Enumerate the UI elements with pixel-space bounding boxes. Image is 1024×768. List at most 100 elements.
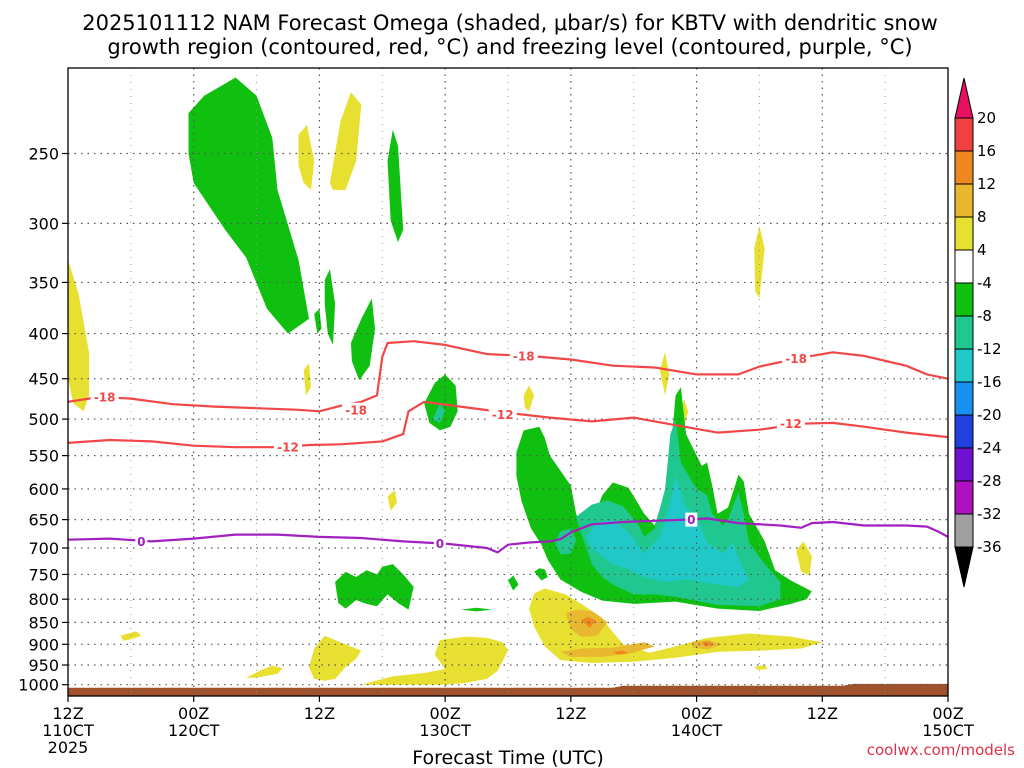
omega-region-11 <box>523 385 535 412</box>
omega-region-24 <box>586 476 749 587</box>
y-tick-label-900: 900 <box>28 635 59 654</box>
contour-label-8: 0 <box>436 537 444 551</box>
x-tick-label-6-0: 12Z <box>807 704 838 723</box>
contour-label-2: -18 <box>513 349 535 363</box>
colorbar-label-5: -4 <box>977 274 992 292</box>
omega-region-35 <box>701 641 713 647</box>
colorbar-segment-5 <box>954 282 974 317</box>
omega-region-9 <box>424 374 458 431</box>
x-tick-label-3-1: 130CT <box>419 721 471 740</box>
terrain-fill <box>68 683 948 696</box>
y-tick-label-650: 650 <box>28 511 59 530</box>
omega-region-10 <box>432 403 446 423</box>
x-tick-label-4-0: 12Z <box>555 704 586 723</box>
colorbar-bottom-triangle <box>954 546 974 588</box>
contour-label-bg-2 <box>509 348 538 363</box>
contour-label-bg-3 <box>782 351 811 366</box>
omega-region-22 <box>555 528 577 555</box>
x-tick-label-7-0: 00Z <box>932 704 963 723</box>
contour-label-6: -12 <box>780 417 802 431</box>
omega-region-6 <box>350 298 375 381</box>
colorbar-label-9: -20 <box>977 406 1002 424</box>
plot-border <box>67 67 949 697</box>
x-tick-label-0-1: 110CT <box>42 721 94 740</box>
terrain-region <box>68 683 948 696</box>
colorbar-segment-0 <box>954 117 974 152</box>
colorbar-label-12: -32 <box>977 505 1002 523</box>
colorbar-label-8: -16 <box>977 373 1002 391</box>
colorbar-label-6: -8 <box>977 307 992 325</box>
colorbar-label-1: 16 <box>977 142 996 160</box>
omega-region-15 <box>754 225 765 299</box>
omega-region-27 <box>309 635 362 681</box>
omega-region-17 <box>335 564 414 610</box>
contour-label-3: -18 <box>785 352 807 366</box>
credit-text: coolwx.com/models <box>867 741 1015 759</box>
colorbar-segment-1 <box>954 150 974 185</box>
colorbar-top-triangle <box>954 77 974 119</box>
x-tick-label-5-1: 140CT <box>671 721 723 740</box>
omega-region-3 <box>329 92 362 190</box>
colorbar-segment-2 <box>954 183 974 218</box>
omega-region-20 <box>460 607 493 612</box>
grid-lines <box>68 68 948 696</box>
colorbar-label-2: 12 <box>977 175 996 193</box>
contour-label-bg-9 <box>685 512 698 527</box>
colorbar-label-13: -36 <box>977 538 1002 556</box>
y-tick-label-750: 750 <box>28 565 59 584</box>
omega-region-13 <box>659 352 670 396</box>
omega-region-2 <box>298 124 315 190</box>
y-tick-label-250: 250 <box>28 144 59 163</box>
omega-region-36 <box>754 665 768 670</box>
omega-region-25 <box>120 631 142 641</box>
contour-label-1: -18 <box>345 403 367 417</box>
omega-region-8 <box>303 363 311 396</box>
contour-labels: -18 -18 -18 -18 -12 -12 -12 0 0 0 <box>90 348 811 551</box>
omega-region-4 <box>387 129 404 243</box>
y-tick-label-600: 600 <box>28 480 59 499</box>
contour-label-bg-0 <box>90 390 119 405</box>
colorbar-label-3: 8 <box>977 208 987 226</box>
contour-label-4: -12 <box>277 441 299 455</box>
y-axis-ticks: 250 300 350 400 450 500 550 600 650 700 750 800 850 9… <box>18 144 68 695</box>
x-tick-label-1-1: 120CT <box>168 721 220 740</box>
omega-region-0 <box>68 259 89 412</box>
omega-region-5 <box>324 269 336 345</box>
contour-label-bg-7 <box>135 534 148 549</box>
colorbar-segment-11 <box>954 480 974 515</box>
contour-line--18 <box>67 340 949 413</box>
colorbar-segment-9 <box>954 414 974 449</box>
omega-region-28 <box>361 636 508 685</box>
contour-line-0 <box>67 517 949 554</box>
y-tick-label-400: 400 <box>28 325 59 344</box>
y-tick-label-500: 500 <box>28 410 59 429</box>
contour-label-bg-4 <box>274 440 302 455</box>
chart-title-line-1: 2025101112 NAM Forecast Omega (shaded, μ… <box>82 11 938 35</box>
colorbar-label-11: -28 <box>977 472 1002 490</box>
y-tick-label-300: 300 <box>28 214 59 233</box>
y-tick-label-350: 350 <box>28 273 59 292</box>
omega-region-26 <box>246 665 283 678</box>
omega-region-34 <box>612 650 629 655</box>
chart-title-line-2: growth region (contoured, red, °C) and f… <box>107 35 912 59</box>
contour-label-7: 0 <box>137 535 145 549</box>
omega-region-19 <box>534 568 548 581</box>
contour-label-bg-6 <box>776 416 805 431</box>
chart-title: 2025101112 NAM Forecast Omega (shaded, μ… <box>82 11 938 59</box>
y-tick-label-550: 550 <box>28 447 59 466</box>
x-axis-label: Forecast Time (UTC) <box>412 747 603 768</box>
x-tick-label-5-0: 00Z <box>681 704 712 723</box>
contour-label-bg-1 <box>342 402 371 417</box>
colorbar-segment-8 <box>954 381 974 416</box>
x-tick-label-3-0: 00Z <box>429 704 460 723</box>
x-tick-label-1-0: 00Z <box>178 704 209 723</box>
colorbar-segment-3 <box>954 216 974 251</box>
colorbar-label-4: 4 <box>977 241 987 259</box>
omega-region-1 <box>188 77 309 334</box>
x-tick-label-0-0: 12Z <box>52 704 83 723</box>
y-tick-label-700: 700 <box>28 539 59 558</box>
y-tick-label-850: 850 <box>28 613 59 632</box>
omega-shading <box>68 77 823 685</box>
omega-region-16 <box>796 541 812 576</box>
